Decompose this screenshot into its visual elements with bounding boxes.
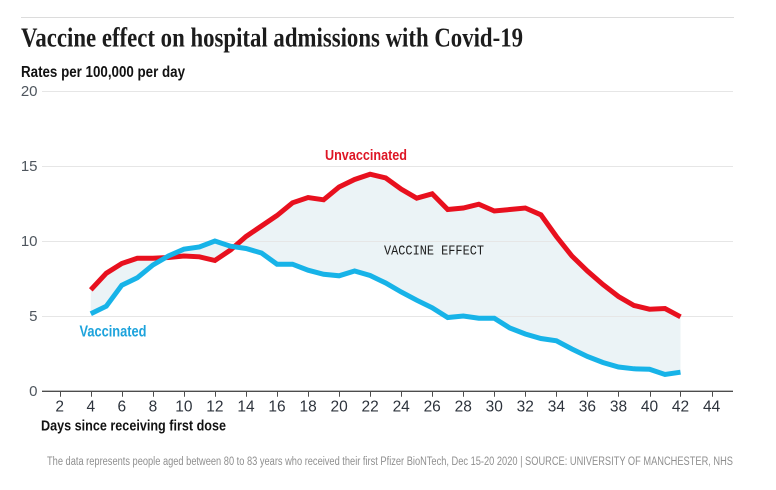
- svg-text:18: 18: [299, 399, 316, 416]
- svg-text:0: 0: [29, 383, 37, 400]
- svg-text:10: 10: [175, 399, 193, 416]
- svg-text:Vaccine effect on hospital adm: Vaccine effect on hospital admissions wi…: [21, 23, 523, 53]
- svg-text:10: 10: [21, 233, 38, 250]
- svg-text:20: 20: [330, 399, 348, 416]
- svg-text:VACCINE EFFECT: VACCINE EFFECT: [384, 244, 484, 260]
- svg-text:38: 38: [610, 399, 627, 416]
- svg-text:32: 32: [517, 399, 534, 416]
- svg-text:40: 40: [641, 399, 659, 416]
- svg-text:6: 6: [117, 399, 126, 416]
- svg-text:26: 26: [424, 399, 441, 416]
- svg-text:16: 16: [268, 399, 285, 416]
- svg-text:Rates per 100,000 per day: Rates per 100,000 per day: [21, 64, 185, 81]
- svg-text:24: 24: [393, 399, 411, 416]
- svg-text:34: 34: [548, 399, 566, 416]
- svg-text:36: 36: [579, 399, 596, 416]
- svg-text:42: 42: [672, 399, 689, 416]
- svg-text:Days since receiving first dos: Days since receiving first dose: [41, 418, 226, 435]
- svg-text:Unvaccinated: Unvaccinated: [325, 147, 407, 164]
- svg-text:5: 5: [29, 308, 37, 325]
- svg-text:22: 22: [361, 399, 378, 416]
- svg-text:30: 30: [486, 399, 504, 416]
- svg-text:Vaccinated: Vaccinated: [80, 324, 147, 341]
- svg-text:20: 20: [21, 83, 38, 100]
- svg-text:4: 4: [86, 399, 95, 416]
- svg-text:8: 8: [149, 399, 158, 416]
- svg-text:44: 44: [703, 399, 721, 416]
- svg-text:28: 28: [455, 399, 472, 416]
- svg-text:15: 15: [21, 158, 38, 175]
- svg-text:2: 2: [55, 399, 64, 416]
- svg-text:The data represents people age: The data represents people aged between …: [47, 456, 733, 468]
- svg-text:14: 14: [237, 399, 255, 416]
- svg-text:12: 12: [206, 399, 223, 416]
